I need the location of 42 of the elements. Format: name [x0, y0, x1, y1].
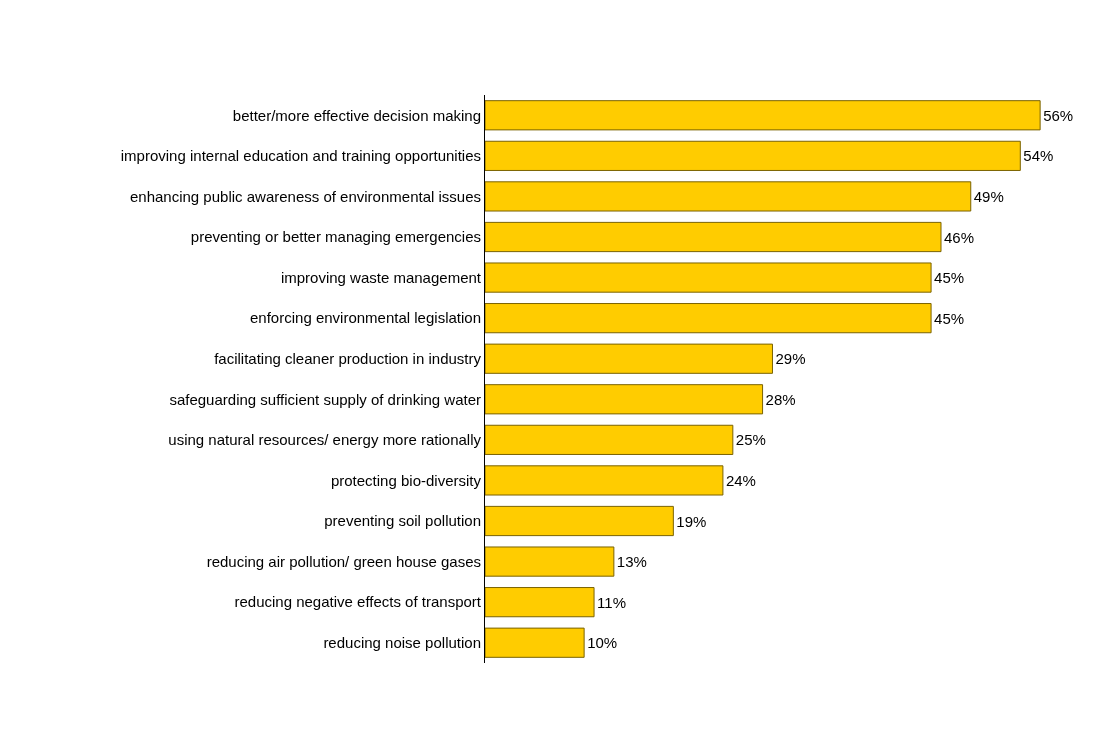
bar [485, 505, 674, 537]
y-tick-label: safeguarding sufficient supply of drinking water [169, 390, 481, 408]
data-label: 28% [765, 390, 796, 408]
y-tick-label: preventing soil pollution [324, 512, 481, 530]
y-tick-label: facilitating cleaner production in industry [214, 349, 482, 367]
bar [485, 303, 932, 334]
data-label: 11% [597, 593, 626, 611]
y-tick-label: better/more effective decision making [232, 106, 481, 124]
bar [485, 384, 764, 415]
y-tick-label: reducing negative effects of transport [234, 593, 482, 611]
data-label: 24% [725, 471, 756, 489]
bar [485, 221, 942, 253]
data-label: 54% [1023, 147, 1054, 165]
data-label: 49% [973, 187, 1004, 205]
y-tick-label: enforcing environmental legislation [250, 309, 481, 327]
data-label: 25% [735, 431, 766, 449]
data-label: 13% [616, 553, 647, 571]
bar [485, 140, 1021, 171]
y-tick-label: improving waste management [280, 268, 482, 286]
data-label: 56% [1043, 106, 1074, 124]
bar [485, 627, 585, 658]
y-tick-label: preventing or better managing emergencies [190, 228, 481, 246]
bar [485, 262, 932, 293]
bar [485, 465, 724, 496]
data-label: 10% [587, 634, 618, 652]
data-label: 46% [944, 228, 975, 246]
bar [485, 424, 734, 455]
bar [485, 546, 615, 577]
y-tick-label: improving internal education and training opportunities [120, 147, 481, 165]
y-tick-label: protecting bio-diversity [330, 471, 482, 489]
bar [485, 343, 773, 374]
y-tick-label: reducing noise pollution [323, 633, 481, 651]
bar [485, 181, 972, 212]
data-label: 29% [775, 350, 806, 368]
y-tick-label: using natural resources/ energy more rationally [168, 431, 482, 449]
y-tick-label: reducing air pollution/ green house gases [206, 552, 481, 570]
y-tick-label: enhancing public awareness of environmental issues [129, 187, 481, 205]
bar [485, 100, 1041, 131]
data-label: 45% [934, 269, 965, 287]
data-label: 19% [676, 512, 707, 530]
bar [485, 587, 595, 618]
data-label: 45% [934, 309, 965, 327]
